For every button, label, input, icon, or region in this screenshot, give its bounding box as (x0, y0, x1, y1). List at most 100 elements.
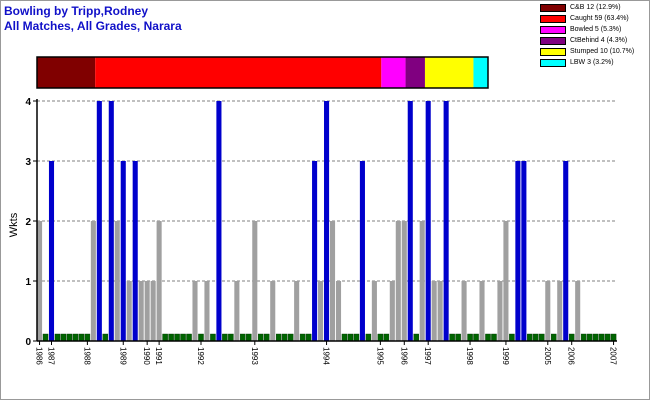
bar (270, 281, 276, 341)
x-tick-label: 2007 (609, 347, 618, 365)
bar (252, 221, 258, 341)
x-tick-label: 1999 (501, 347, 510, 365)
bar (503, 221, 509, 341)
bar (419, 221, 425, 341)
dismissal-segment (405, 57, 425, 88)
bar (329, 221, 336, 341)
legend-label: Bowled 5 (5.3%) (570, 26, 622, 33)
bar (401, 221, 407, 341)
bar (102, 333, 109, 342)
legend-item: Caught 59 (63.4%) (540, 14, 634, 24)
bar (234, 281, 240, 341)
bar (318, 281, 324, 341)
bar (497, 281, 503, 341)
legend-item: Bowled 5 (5.3%) (540, 25, 634, 35)
legend-swatch (540, 59, 566, 67)
legend-label: Stumped 10 (10.7%) (570, 48, 635, 55)
bar (168, 333, 174, 342)
bar (305, 333, 312, 342)
legend-label: LBW 3 (3.2%) (570, 59, 614, 66)
bar (294, 281, 300, 341)
x-tick-label: 2005 (543, 347, 552, 365)
bar (228, 333, 234, 342)
bar (72, 333, 79, 342)
bar (210, 333, 216, 342)
chart-title: Bowling by Tripp,Rodney (4, 4, 148, 18)
dismissal-segment (473, 57, 488, 88)
bar (575, 281, 581, 341)
bar (162, 333, 168, 342)
bar (204, 281, 210, 341)
bar (216, 101, 222, 341)
bar (120, 161, 126, 341)
bar (461, 281, 467, 341)
legend-label: C&B 12 (12.9%) (570, 4, 621, 11)
bar (90, 221, 96, 341)
bar (312, 161, 318, 341)
bar (37, 221, 43, 341)
x-tick-label: 1988 (82, 347, 91, 365)
bar (610, 333, 617, 342)
x-tick-label: 1987 (47, 347, 56, 365)
legend-swatch (540, 15, 566, 23)
bar (485, 333, 491, 342)
x-tick-label: 1993 (250, 347, 259, 365)
chart-subtitle: All Matches, All Grades, Narara (4, 19, 182, 33)
bar (138, 281, 144, 341)
bar (389, 281, 395, 341)
bar (365, 333, 372, 342)
bar (377, 333, 384, 342)
bar (198, 333, 204, 342)
bar (580, 333, 587, 342)
x-tick-label: 1991 (154, 347, 163, 365)
bar (455, 333, 461, 342)
dismissal-segment (381, 57, 406, 88)
bar (551, 333, 557, 342)
bar (192, 281, 198, 341)
bar (604, 333, 611, 342)
legend-swatch (540, 26, 566, 34)
bar (275, 333, 282, 342)
x-tick-label: 1997 (423, 347, 432, 365)
bar (78, 333, 85, 342)
bar (347, 333, 354, 342)
bar (533, 333, 539, 342)
legend-swatch (540, 48, 566, 56)
bar (264, 333, 270, 342)
bar (114, 221, 120, 341)
bar (335, 281, 342, 341)
bar (287, 333, 294, 342)
bar (186, 333, 192, 342)
bar (60, 333, 67, 342)
x-tick-label: 1994 (322, 347, 331, 365)
bar (527, 333, 533, 342)
y-tick-label: 3 (25, 157, 31, 168)
y-tick-label: 0 (25, 337, 31, 348)
bar (96, 101, 102, 341)
bar (126, 281, 132, 341)
bar (539, 333, 545, 342)
dismissal-segment (424, 57, 474, 88)
bar (180, 333, 186, 342)
y-tick-label: 2 (25, 217, 31, 228)
dismissal-bar-border (36, 56, 489, 89)
bar (467, 333, 473, 342)
bar (281, 333, 288, 342)
dismissal-segment (37, 57, 96, 88)
bar (246, 333, 252, 342)
legend-label: CtBehind 4 (4.3%) (570, 37, 628, 44)
legend-label: Caught 59 (63.4%) (570, 15, 629, 22)
bar (48, 161, 55, 341)
x-tick-label: 1990 (142, 347, 151, 365)
bar (479, 281, 485, 341)
bar (425, 101, 431, 341)
y-tick-label: 4 (25, 97, 31, 108)
legend-item: LBW 3 (3.2%) (540, 58, 634, 68)
bar (568, 333, 575, 342)
x-tick-label: 1998 (465, 347, 474, 365)
bar (144, 281, 150, 341)
x-tick-label: 1996 (399, 347, 408, 365)
bar (437, 281, 443, 341)
bar (299, 333, 306, 342)
bar (353, 333, 360, 342)
